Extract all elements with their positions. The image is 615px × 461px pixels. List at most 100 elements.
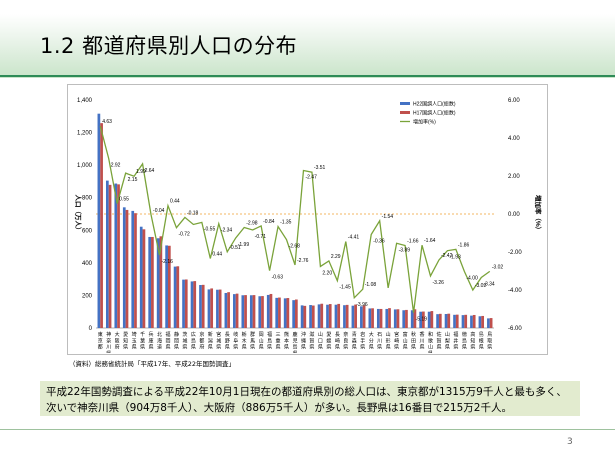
category-label: 川 xyxy=(106,345,111,351)
category-label: 葉 xyxy=(140,337,145,344)
category-label: 県 xyxy=(174,345,179,351)
rate-data-label: -3.51 xyxy=(314,165,326,171)
category-label: 馬 xyxy=(250,338,255,344)
bar-h17 xyxy=(328,304,332,328)
category-label: 口 xyxy=(318,338,323,344)
right-tick-label: -2.00 xyxy=(508,250,522,256)
rate-data-label: -3.34 xyxy=(483,281,495,287)
bar-h22 xyxy=(343,305,346,328)
bar-h22 xyxy=(470,315,473,328)
bar-h22 xyxy=(461,315,465,328)
category-label: 梨 xyxy=(445,337,450,344)
category-label: 県 xyxy=(470,345,475,351)
category-label: 岐 xyxy=(233,331,238,338)
bar-h22 xyxy=(249,295,253,328)
rate-data-label: -2.98 xyxy=(246,220,258,226)
bar-h17 xyxy=(210,288,214,328)
bar-h17 xyxy=(117,184,120,328)
category-label: 山 xyxy=(259,337,264,344)
category-label: 愛 xyxy=(123,331,128,338)
category-label: 県 xyxy=(165,345,170,351)
bar-h17 xyxy=(455,314,459,328)
bar-h22 xyxy=(266,294,270,328)
category-label: 東 xyxy=(98,331,103,338)
bar-h22 xyxy=(114,183,118,328)
category-label: 県 xyxy=(403,345,408,351)
bar-h17 xyxy=(345,304,349,328)
category-label: 島 xyxy=(292,344,297,351)
category-label: 県 xyxy=(140,345,145,351)
bar-h17 xyxy=(311,305,315,328)
bar-h22 xyxy=(105,180,109,328)
category-label: 川 xyxy=(377,338,382,344)
left-tick-label: 0 xyxy=(89,326,93,332)
category-label: 和 xyxy=(428,331,433,338)
bar-h17 xyxy=(379,308,383,328)
bar-h17 xyxy=(295,299,298,328)
bar-h22 xyxy=(122,207,126,328)
category-label: 島 xyxy=(267,337,272,344)
category-label: 県 xyxy=(292,351,297,353)
category-label: 鳥 xyxy=(487,331,492,338)
category-label: 県 xyxy=(394,345,399,351)
category-label: 木 xyxy=(242,337,247,344)
bar-h17 xyxy=(278,297,281,328)
category-label: 県 xyxy=(445,345,450,351)
category-label: 宮 xyxy=(216,331,221,338)
category-label: 県 xyxy=(343,345,348,351)
category-label: 阪 xyxy=(115,337,120,344)
category-label: 歌 xyxy=(428,337,433,344)
category-label: 県 xyxy=(276,345,281,351)
bar-h22 xyxy=(283,298,287,328)
left-tick-label: 800 xyxy=(82,196,93,202)
y-right-label: 増加率（%） xyxy=(534,195,543,233)
bar-h22 xyxy=(368,308,372,328)
bar-h17 xyxy=(413,309,417,328)
category-label: 児 xyxy=(292,337,297,344)
right-tick-label: 6.00 xyxy=(508,98,520,104)
title-band xyxy=(0,0,615,78)
category-label: 県 xyxy=(487,345,492,351)
left-tick-label: 1,400 xyxy=(77,98,93,104)
category-label: 都 xyxy=(199,338,204,344)
category-label: 岩 xyxy=(360,331,365,338)
category-label: 県 xyxy=(191,345,196,351)
rate-data-label: -2.76 xyxy=(297,258,309,264)
rate-data-label: 2.92 xyxy=(111,163,121,169)
bar-h17 xyxy=(405,309,408,328)
rate-data-label: -1.08 xyxy=(365,282,377,288)
legend-label-h22: H22国調人口(総数) xyxy=(413,101,456,108)
rate-data-label: -4.41 xyxy=(348,235,360,241)
category-label: 島 xyxy=(462,337,467,344)
bar-h22 xyxy=(224,292,228,328)
category-label: 鹿 xyxy=(292,331,297,338)
rate-data-label: -2.16 xyxy=(162,259,174,265)
rate-data-label: -4.00 xyxy=(466,275,478,281)
category-label: 森 xyxy=(352,337,357,344)
category-label: 府 xyxy=(115,344,120,351)
category-label: 県 xyxy=(182,345,187,351)
category-label: 野 xyxy=(225,337,230,344)
category-label: 県 xyxy=(242,345,247,351)
bar-h17 xyxy=(261,296,264,328)
bar-h17 xyxy=(472,314,476,328)
category-label: 佐 xyxy=(436,331,441,338)
bar-h17 xyxy=(244,295,247,328)
category-label: 岡 xyxy=(165,338,170,344)
category-label: 大 xyxy=(369,331,374,338)
bar-h22 xyxy=(317,304,321,328)
rate-data-label: -2.34 xyxy=(221,228,233,234)
category-label: 県 xyxy=(106,351,111,353)
category-label: 取 xyxy=(487,338,492,344)
category-label: 道 xyxy=(157,344,162,351)
rate-data-label: -0.36 xyxy=(373,239,385,245)
category-label: 京 xyxy=(199,331,204,338)
rate-data-label: 2.29 xyxy=(331,254,341,260)
rate-data-label: 2.20 xyxy=(322,270,332,276)
bar-h22 xyxy=(182,279,185,328)
rate-data-label: -1.93 xyxy=(449,255,461,261)
category-label: 静 xyxy=(174,331,179,338)
rate-data-label: -1.54 xyxy=(382,214,394,220)
category-label: 井 xyxy=(453,337,458,344)
bar-h17 xyxy=(235,293,239,328)
